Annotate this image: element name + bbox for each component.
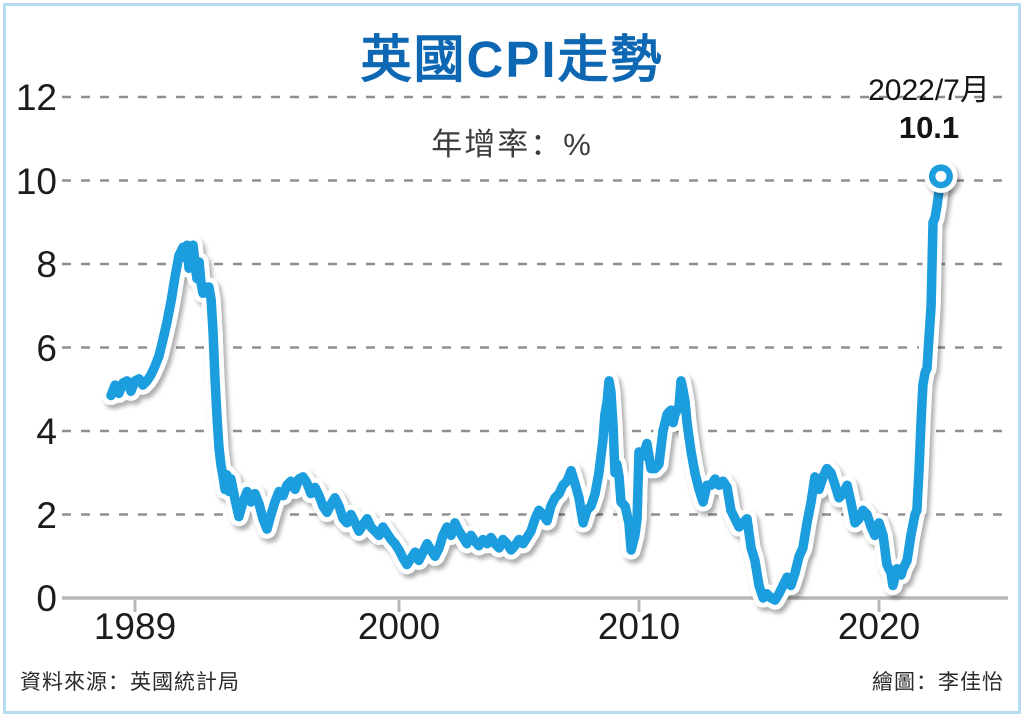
- cpi-line: [106, 171, 946, 605]
- y-axis-label: 12: [15, 77, 57, 118]
- annotation-value: 10.1: [898, 110, 960, 145]
- y-axis-label: 2: [36, 494, 57, 536]
- x-axis-label: 2000: [357, 606, 441, 647]
- source-caption: 資料來源：英國統計局: [20, 671, 240, 694]
- end-marker-center: [935, 170, 947, 182]
- x-axis-label: 2020: [837, 606, 921, 647]
- page-title: 英國CPI走勢: [360, 31, 664, 88]
- y-axis-label: 8: [36, 244, 57, 285]
- y-axis-label: 4: [36, 411, 57, 452]
- annotation-date: 2022/7月: [868, 74, 990, 107]
- x-axis-label: 1989: [93, 606, 177, 647]
- chart-unit-label: 年增率：%: [431, 127, 593, 162]
- y-axis-label: 6: [36, 327, 57, 369]
- y-axis-label: 10: [15, 160, 57, 202]
- credit-caption: 繪圖：李佳怡: [872, 671, 1004, 694]
- y-axis-label: 0: [36, 578, 57, 619]
- x-axis-label: 2010: [597, 606, 681, 647]
- last-point-annotation: 2022/7月 10.1: [843, 74, 1015, 145]
